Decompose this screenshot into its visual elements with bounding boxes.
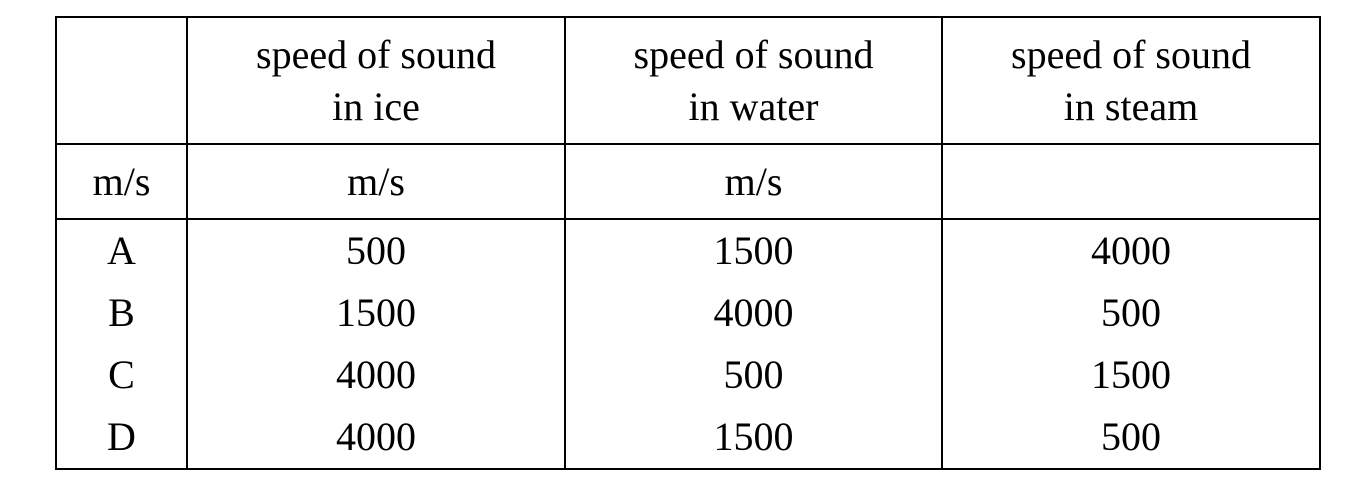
data-row: B 1500 4000 500 xyxy=(55,282,1321,344)
unit-cell: m/s xyxy=(564,144,943,220)
speed-cell: 1500 xyxy=(186,282,566,344)
unit-cell xyxy=(941,144,1321,220)
speed-cell: 4000 xyxy=(941,219,1321,282)
header-line: in water xyxy=(688,83,819,129)
option-label: B xyxy=(55,282,188,344)
header-line: in steam xyxy=(1063,83,1199,129)
header-cell: speed of sound in ice xyxy=(186,17,566,145)
units-row: m/s m/s m/s xyxy=(55,144,1321,220)
unit-cell: m/s xyxy=(55,144,188,220)
table-body: speed of sound in ice speed of sound in wa… xyxy=(55,17,1321,469)
speed-cell: 1500 xyxy=(564,219,943,282)
header-cell: speed of sound in steam xyxy=(941,17,1321,145)
option-label: C xyxy=(55,344,188,406)
header-row: speed of sound in ice speed of sound in wa… xyxy=(55,17,1321,145)
option-label: D xyxy=(55,406,188,469)
speed-cell: 500 xyxy=(564,344,943,406)
header-line: speed of sound xyxy=(1011,31,1251,77)
data-table: speed of sound in ice speed of sound in wa… xyxy=(55,16,1321,470)
speed-cell: 500 xyxy=(186,219,566,282)
header-cell xyxy=(55,17,188,145)
speed-cell: 4000 xyxy=(186,344,566,406)
speed-cell: 1500 xyxy=(941,344,1321,406)
header-cell: speed of sound in water xyxy=(564,17,943,145)
speed-cell: 4000 xyxy=(186,406,566,469)
speed-cell: 4000 xyxy=(564,282,943,344)
data-row: D 4000 1500 500 xyxy=(55,406,1321,469)
data-row: C 4000 500 1500 xyxy=(55,344,1321,406)
header-line: speed of sound xyxy=(633,31,874,77)
unit-cell: m/s xyxy=(186,144,566,220)
data-row: A 500 1500 4000 xyxy=(55,219,1321,282)
header-line: speed of sound xyxy=(256,31,496,77)
header-line: in ice xyxy=(332,83,420,129)
speed-cell: 500 xyxy=(941,282,1321,344)
speed-cell: 500 xyxy=(941,406,1321,469)
option-label: A xyxy=(55,219,188,282)
speed-cell: 1500 xyxy=(564,406,943,469)
